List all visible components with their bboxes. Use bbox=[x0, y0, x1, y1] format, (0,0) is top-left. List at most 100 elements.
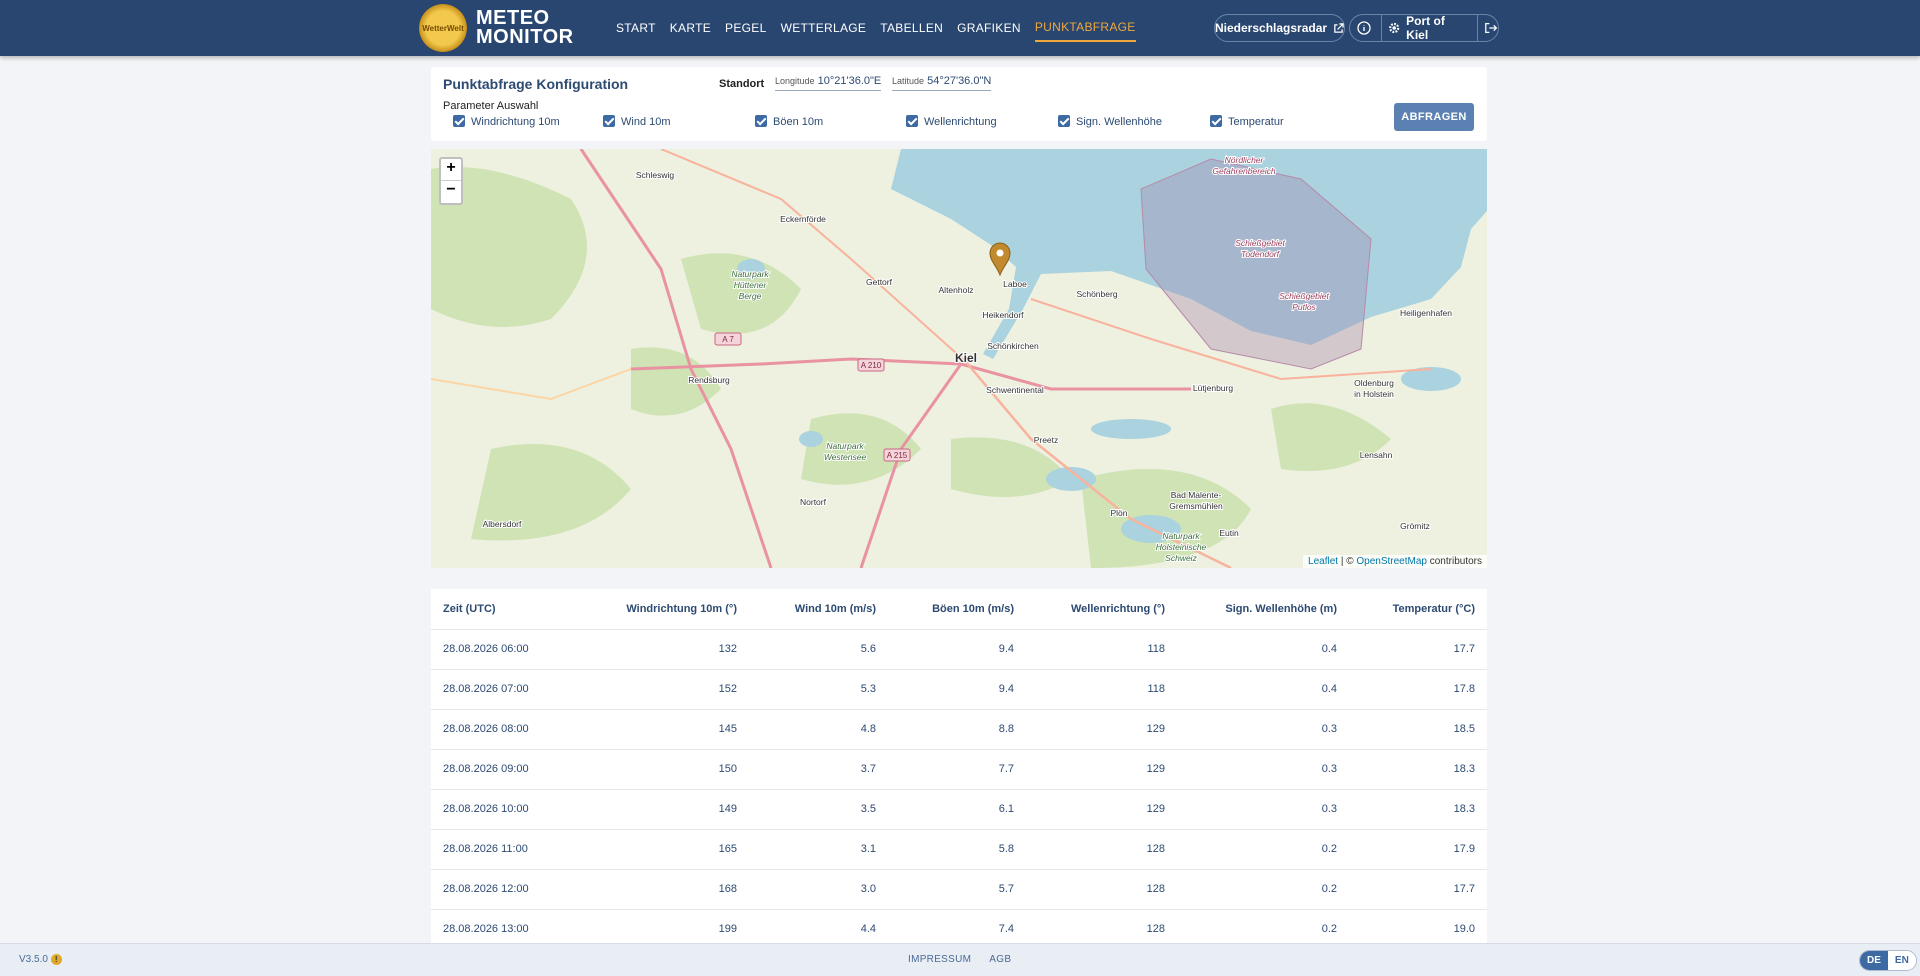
table-cell: 3.5 bbox=[749, 789, 888, 830]
language-switch: DE EN bbox=[1859, 950, 1917, 971]
map-label: Schießgebiet bbox=[1279, 291, 1329, 301]
user-group: Port of Kiel bbox=[1349, 14, 1499, 42]
language-option[interactable]: DE bbox=[1860, 951, 1888, 970]
settings-icon[interactable] bbox=[1388, 21, 1400, 35]
column-header[interactable]: Temperatur (°C) bbox=[1349, 589, 1487, 630]
table-cell: 9.4 bbox=[888, 669, 1026, 710]
table-cell: 28.08.2026 08:00 bbox=[431, 709, 601, 750]
osm-link[interactable]: OpenStreetMap bbox=[1356, 556, 1427, 567]
table-cell: 28.08.2026 10:00 bbox=[431, 789, 601, 830]
param-label: Wind 10m bbox=[621, 116, 671, 128]
road-shield bbox=[857, 358, 885, 372]
table-cell: 17.8 bbox=[1349, 669, 1487, 710]
table-row: 28.08.2026 07:00 152 5.3 9.4 118 0.4 17.8 bbox=[431, 669, 1487, 710]
map-label: Nortorf bbox=[800, 497, 827, 507]
map-label: Altenholz bbox=[939, 285, 974, 295]
param-label: Temperatur bbox=[1228, 116, 1284, 128]
road-label: A 215 bbox=[887, 451, 908, 460]
logout-icon[interactable] bbox=[1484, 21, 1498, 35]
table-cell: 0.2 bbox=[1177, 869, 1349, 910]
header-row: Zeit (UTC) Windrichtung 10m (°) Wind 10m (… bbox=[431, 589, 1487, 630]
zoom-out[interactable]: − bbox=[446, 181, 456, 198]
map-label: Westensee bbox=[824, 452, 867, 462]
results-table: Zeit (UTC) Windrichtung 10m (°) Wind 10m (… bbox=[431, 589, 1487, 950]
checkbox bbox=[1058, 115, 1070, 127]
map-label: Putlos bbox=[1292, 302, 1316, 312]
column-header[interactable]: Sign. Wellenhöhe (m) bbox=[1177, 589, 1349, 630]
param-checkbox[interactable]: Windrichtung 10m bbox=[453, 115, 560, 128]
footer: V3.5.0 ! IMPRESSUM AGB DE EN bbox=[0, 943, 1920, 976]
attribution: Leaflet | © OpenStreetMap contributors bbox=[1303, 555, 1487, 568]
road-label: A 7 bbox=[722, 335, 734, 344]
longitude-label: Longitude bbox=[775, 76, 815, 86]
radar-button[interactable]: Niederschlagsradar bbox=[1214, 14, 1345, 42]
table-cell: 0.2 bbox=[1177, 829, 1349, 870]
column-header[interactable]: Wellenrichtung (°) bbox=[1026, 589, 1177, 630]
nav-item[interactable]: WETTERLAGE bbox=[780, 21, 867, 35]
info-icon[interactable] bbox=[1350, 15, 1375, 41]
map[interactable]: Schleswig Eckernförde Naturpark Hüttener Ber… bbox=[431, 149, 1487, 568]
table-cell: 17.9 bbox=[1349, 829, 1487, 870]
query-button[interactable]: ABFRAGEN bbox=[1394, 103, 1474, 131]
table-cell: 28.08.2026 07:00 bbox=[431, 669, 601, 710]
map-label: Berge bbox=[739, 291, 762, 301]
brand-line: METEO bbox=[476, 7, 550, 29]
nav-item[interactable]: PEGEL bbox=[725, 21, 767, 35]
nav-item[interactable]: GRAFIKEN bbox=[957, 21, 1021, 35]
table-cell: 118 bbox=[1026, 669, 1177, 710]
attr-sep: | © bbox=[1340, 556, 1354, 567]
language-option[interactable]: EN bbox=[1887, 951, 1916, 970]
footer-link[interactable]: AGB bbox=[989, 954, 1012, 965]
footer-links: IMPRESSUM AGB bbox=[908, 954, 1011, 965]
table-cell: 28.08.2026 13:00 bbox=[431, 909, 601, 950]
map-label: Naturpark bbox=[1162, 531, 1200, 541]
param-checkbox[interactable]: Sign. Wellenhöhe bbox=[1058, 115, 1162, 128]
table-cell: 8.8 bbox=[888, 709, 1026, 750]
column-header[interactable]: Zeit (UTC) bbox=[431, 589, 601, 630]
road-shield bbox=[714, 332, 742, 346]
table-cell: 18.3 bbox=[1349, 789, 1487, 830]
map-label: Preetz bbox=[1034, 435, 1059, 445]
latitude-field[interactable]: Latitude 54°27'36.0"N bbox=[892, 75, 992, 91]
column-header[interactable]: Böen 10m (m/s) bbox=[888, 589, 1026, 630]
table-row: 28.08.2026 09:00 150 3.7 7.7 129 0.3 18.3 bbox=[431, 749, 1487, 790]
map-label: Gefahrenbereich bbox=[1212, 166, 1276, 176]
column-header[interactable]: Wind 10m (m/s) bbox=[749, 589, 888, 630]
nav-item[interactable]: START bbox=[616, 21, 656, 35]
table-cell: 6.1 bbox=[888, 789, 1026, 830]
logo[interactable]: WetterWelt bbox=[419, 4, 467, 52]
map-label: Schleswig bbox=[636, 170, 675, 180]
map-label: in Holstein bbox=[1354, 389, 1394, 399]
road-shield bbox=[883, 448, 911, 462]
table-cell: 28.08.2026 11:00 bbox=[431, 829, 601, 870]
footer-link[interactable]: IMPRESSUM bbox=[908, 954, 972, 965]
param-checkbox[interactable]: Böen 10m bbox=[755, 115, 823, 128]
table-cell: 0.4 bbox=[1177, 629, 1349, 670]
header: WetterWelt METEO MONITOR START KARTE PEGEL W… bbox=[0, 0, 1920, 56]
param-checkbox[interactable]: Temperatur bbox=[1210, 115, 1284, 128]
longitude-field[interactable]: Longitude 10°21'36.0"E bbox=[775, 75, 882, 91]
nav-item[interactable]: PUNKTABFRAGE bbox=[1034, 14, 1136, 42]
nav-item[interactable]: KARTE bbox=[669, 21, 712, 35]
brand[interactable]: METEO MONITOR bbox=[476, 7, 574, 47]
nav-item[interactable]: TABELLEN bbox=[880, 21, 944, 35]
roads bbox=[431, 149, 1432, 568]
warning-icon[interactable]: ! bbox=[50, 954, 62, 965]
table-cell: 7.7 bbox=[888, 749, 1026, 790]
map-marker[interactable] bbox=[989, 242, 1011, 277]
checkbox bbox=[906, 115, 918, 127]
map-label: Schweiz bbox=[1165, 553, 1197, 563]
param-checkbox[interactable]: Wellenrichtung bbox=[906, 115, 997, 128]
latitude-value: 54°27'36.0"N bbox=[927, 75, 992, 87]
location-name[interactable]: Port of Kiel bbox=[1406, 14, 1445, 42]
checkbox bbox=[755, 115, 767, 127]
column-header[interactable]: Windrichtung 10m (°) bbox=[601, 589, 749, 630]
table-cell: 199 bbox=[601, 909, 749, 950]
map-label: Heiligenhafen bbox=[1400, 308, 1452, 318]
map-label: Rendsburg bbox=[688, 375, 730, 385]
zoom-in[interactable]: + bbox=[441, 159, 461, 181]
table-cell: 28.08.2026 12:00 bbox=[431, 869, 601, 910]
table-cell: 149 bbox=[601, 789, 749, 830]
leaflet-link[interactable]: Leaflet bbox=[1308, 556, 1339, 567]
param-checkbox[interactable]: Wind 10m bbox=[603, 115, 671, 128]
